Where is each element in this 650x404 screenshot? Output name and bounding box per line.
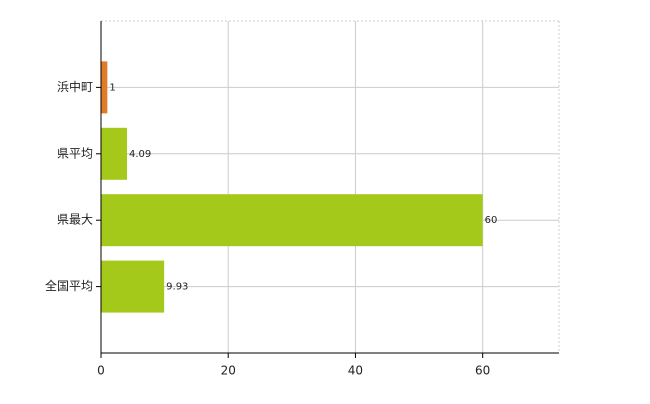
bar (101, 260, 165, 313)
y-tick-label: 県平均 (57, 146, 93, 160)
y-tick-label: 全国平均 (45, 278, 93, 293)
bar (101, 127, 128, 180)
x-tick-label: 60 (475, 364, 490, 378)
value-label: 9.93 (166, 282, 188, 293)
value-label: 4.09 (129, 149, 151, 160)
x-tick-label: 40 (348, 364, 363, 378)
x-tick-label: 20 (221, 364, 236, 378)
y-tick-label: 県最大 (57, 213, 93, 227)
bar (101, 61, 108, 114)
x-tick-label: 0 (97, 364, 105, 378)
value-label: 1 (109, 82, 115, 93)
y-tick-label: 浜中町 (57, 79, 93, 94)
value-label: 60 (485, 215, 498, 226)
bar (101, 194, 483, 247)
